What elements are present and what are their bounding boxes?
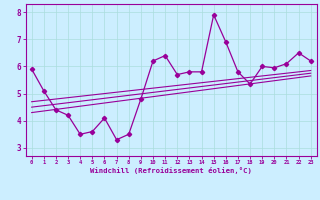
X-axis label: Windchill (Refroidissement éolien,°C): Windchill (Refroidissement éolien,°C) (90, 167, 252, 174)
